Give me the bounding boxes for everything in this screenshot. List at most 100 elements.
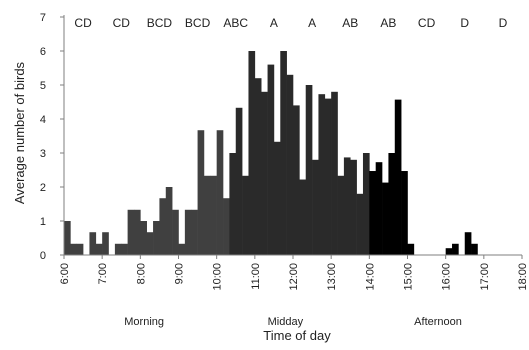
bar-1210	[299, 179, 307, 255]
significance-letter-hour-7: CD	[113, 16, 131, 30]
bar-1400	[369, 171, 376, 255]
bar-1630	[464, 232, 472, 255]
bar-750	[133, 209, 141, 255]
x-tick-label-1400: 14:00	[364, 263, 376, 291]
bar-920	[191, 209, 198, 255]
bar-1420	[382, 182, 389, 255]
bar-910	[184, 209, 192, 255]
period-label-midday: Midday	[268, 316, 304, 328]
bar-1200	[293, 105, 300, 256]
bar-1140	[280, 51, 287, 255]
period-labels-group: Morning Midday Afternoon	[124, 316, 462, 328]
bar-950	[210, 175, 217, 255]
significance-letter-hour-11: A	[270, 16, 278, 30]
bar-1330	[350, 159, 357, 255]
period-label-afternoon: Afternoon	[414, 316, 462, 328]
x-tick-label-1800: 18:00	[517, 263, 529, 291]
y-ticks-group: 0 1 2 3 4 5 6 7	[40, 12, 64, 262]
y-tick-label-0: 0	[40, 250, 46, 262]
bar-1050	[248, 51, 256, 255]
bar-740	[127, 209, 135, 255]
x-tick-label-1600: 16:00	[441, 263, 453, 291]
x-tick-label-1000: 10:00	[212, 263, 224, 291]
bar-1350	[362, 153, 370, 255]
bar-810	[146, 232, 154, 255]
bar-730	[121, 243, 128, 255]
significance-letter-hour-17: D	[499, 16, 508, 30]
y-tick-label-5: 5	[40, 80, 46, 92]
bar-1100	[254, 78, 262, 255]
significance-letter-hour-16: D	[460, 16, 469, 30]
bar-1030	[235, 107, 243, 255]
bar-930	[197, 130, 205, 255]
significance-letter-hour-12: A	[308, 16, 316, 30]
period-label-morning: Morning	[124, 316, 164, 328]
bar-610	[70, 243, 78, 255]
bar-820	[153, 221, 160, 255]
y-tick-label-1: 1	[40, 216, 46, 228]
x-tick-label-1100: 11:00	[250, 263, 262, 290]
x-tick-label-1700: 17:00	[479, 263, 491, 291]
bar-1110	[261, 91, 268, 255]
bar-640	[89, 232, 97, 255]
x-tick-label-600: 6:00	[59, 263, 71, 284]
bar-1020	[229, 153, 237, 255]
bar-1640	[471, 243, 478, 255]
x-tick-label-1300: 13:00	[326, 263, 338, 291]
bar-1430	[388, 153, 396, 255]
bar-1220	[305, 85, 313, 255]
x-tick-label-1200: 12:00	[288, 263, 300, 291]
bar-830	[159, 198, 167, 255]
bar-1040	[242, 175, 249, 255]
significance-letter-hour-8: BCD	[147, 16, 173, 30]
bar-1450	[401, 171, 408, 255]
bar-1150	[286, 74, 294, 255]
bar-850	[172, 209, 179, 255]
bar-940	[203, 175, 211, 255]
y-tick-label-3: 3	[40, 148, 46, 160]
y-tick-label-6: 6	[40, 46, 46, 58]
significance-letters-group: CD CD BCD BCD ABC A A AB AB CD D D	[74, 16, 507, 30]
significance-letter-hour-6: CD	[74, 16, 92, 30]
bar-1610	[452, 243, 459, 255]
bar-1250	[324, 98, 332, 255]
bars-group	[64, 51, 478, 256]
x-axis-title: Time of day	[263, 328, 331, 343]
bar-1340	[356, 193, 364, 255]
bar-650	[95, 243, 103, 255]
bar-1320	[343, 157, 351, 255]
bar-1500	[407, 243, 415, 255]
significance-letter-hour-13: AB	[342, 16, 358, 30]
bar-620	[76, 243, 84, 255]
significance-letter-hour-9: BCD	[185, 16, 211, 30]
y-tick-label-7: 7	[40, 12, 46, 24]
bar-1440	[394, 99, 402, 256]
bar-1600	[445, 248, 453, 255]
bar-720	[114, 243, 122, 255]
bar-900	[178, 243, 186, 255]
bar-1120	[267, 64, 275, 255]
significance-letter-hour-14: AB	[380, 16, 396, 30]
bar-700	[102, 232, 109, 255]
x-tick-label-1500: 15:00	[403, 263, 415, 291]
y-tick-label-2: 2	[40, 182, 46, 194]
x-ticks-group: 6:00 7:00 8:00 9:00 10:00 11:00 12:00 13:00 14:0…	[59, 255, 529, 291]
y-tick-label-4: 4	[40, 114, 46, 126]
bar-1240	[318, 94, 326, 256]
y-axis-title: Average number of birds	[12, 61, 27, 204]
bar-600	[64, 221, 71, 255]
significance-letter-hour-15: CD	[418, 16, 436, 30]
bar-1000	[216, 130, 224, 255]
bar-1410	[375, 162, 383, 255]
bar-1010	[223, 198, 230, 255]
significance-letter-hour-10: ABC	[223, 16, 248, 30]
bar-1230	[312, 159, 319, 255]
bar-800	[140, 221, 147, 255]
bar-1130	[273, 141, 281, 255]
x-tick-label-900: 9:00	[174, 263, 186, 284]
x-tick-label-700: 7:00	[97, 263, 109, 284]
bar-840	[165, 187, 173, 255]
bar-1300	[331, 91, 338, 255]
